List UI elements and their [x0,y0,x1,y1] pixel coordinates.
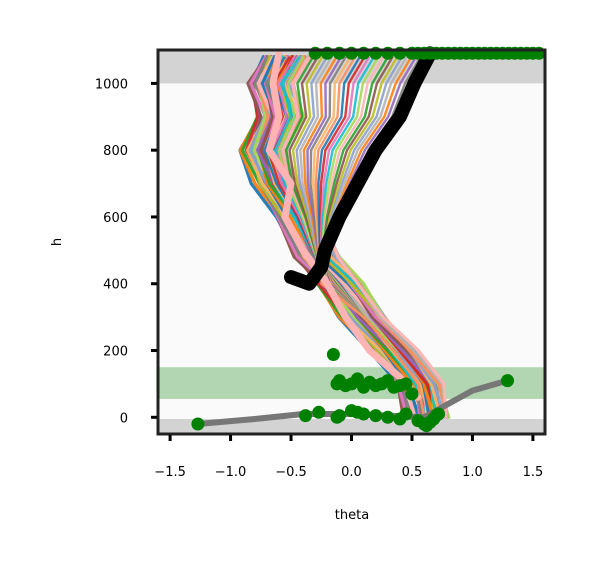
plot-border [156,48,547,436]
x-tick-label: 1.5 [523,465,544,480]
x-tick-label: −1.5 [154,465,186,480]
data-point [399,407,413,421]
data-point [191,417,205,431]
y-tick-label: 1000 [95,77,128,92]
x-axis-title: theta [335,508,369,523]
x-tick-label: 0.5 [402,465,423,480]
data-point [326,348,340,361]
data-point [312,405,326,419]
y-tick-label: 800 [103,144,128,159]
data-point [332,409,346,423]
x-axis: −1.5 −1.0 −0.5 0.0 0.5 1.0 1.5 [154,435,543,480]
plot-frame [156,48,547,436]
y-tick-label: 0 [120,411,128,426]
x-tick-label: −0.5 [275,465,307,480]
x-tick-label: 0.0 [341,465,362,480]
lower-gray-band [158,418,545,434]
y-axis-title: h [50,238,65,246]
data-point [432,407,446,421]
y-tick-label: 600 [103,211,128,226]
data-point [501,374,514,388]
y-axis: 0 200 400 600 800 1000 [95,77,157,426]
data-point [357,407,371,421]
black-series-line [284,46,438,291]
data-point [405,387,419,401]
data-point [299,409,312,423]
x-tick-label: −1.0 [215,465,247,480]
data-point [399,377,413,391]
x-tick-label: 1.0 [462,465,483,480]
y-tick-label: 200 [103,345,128,360]
data-point [369,409,383,423]
y-tick-label: 400 [103,278,128,293]
pink-series-line [265,49,422,401]
data-point [381,410,395,424]
series-group [194,46,511,427]
